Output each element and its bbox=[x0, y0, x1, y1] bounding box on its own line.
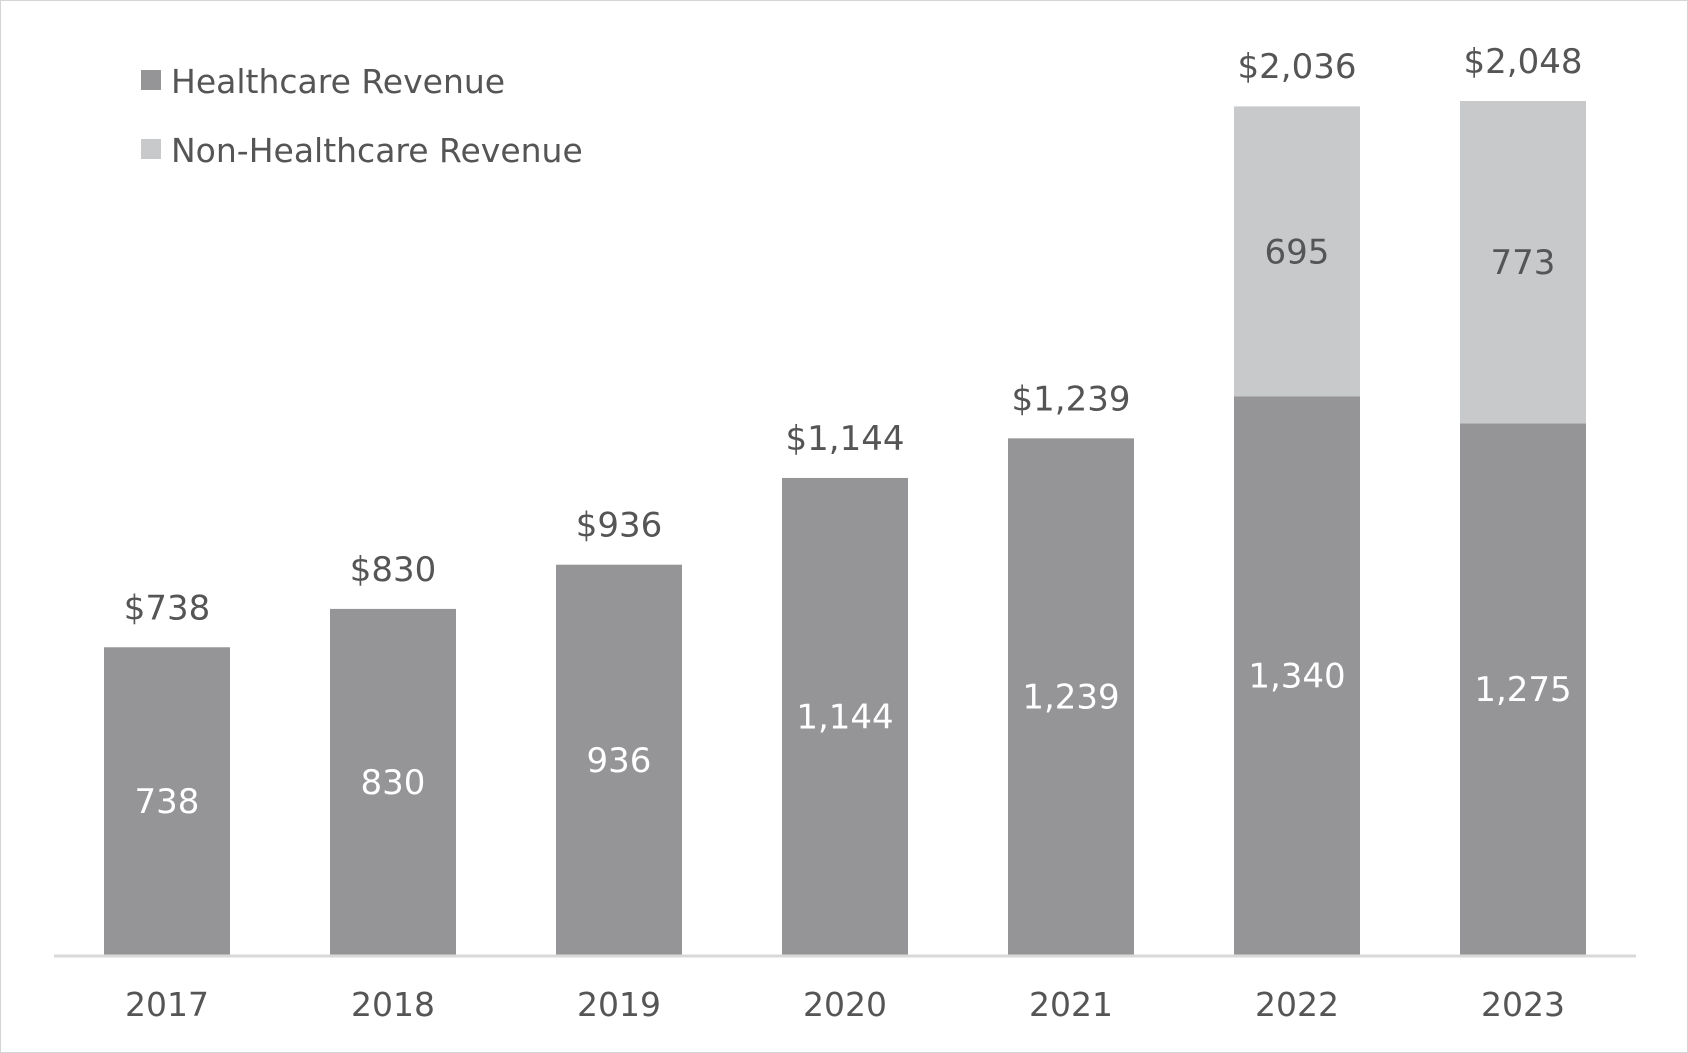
legend-label-healthcare: Healthcare Revenue bbox=[171, 62, 505, 101]
total-label-2018: $830 bbox=[350, 550, 437, 590]
bar-healthcare-2021 bbox=[1008, 438, 1134, 955]
x-axis: 2017 2018 2019 2020 2021 2022 2023 bbox=[54, 954, 1636, 1024]
segment-label-healthcare-2021: 1,239 bbox=[1022, 678, 1119, 718]
segment-label-healthcare-2018: 830 bbox=[361, 763, 426, 803]
bar-healthcare-2019 bbox=[556, 564, 682, 955]
legend-swatch-non-healthcare bbox=[141, 139, 161, 159]
bar-healthcare-2020 bbox=[782, 477, 908, 955]
legend: Healthcare Revenue Non-Healthcare Revenue bbox=[141, 62, 583, 170]
bar-healthcare-2023 bbox=[1460, 423, 1586, 955]
bar-healthcare-2018 bbox=[330, 608, 456, 955]
segment-label-non-healthcare-2023: 773 bbox=[1491, 243, 1556, 283]
x-tick-label-2023: 2023 bbox=[1481, 985, 1565, 1024]
x-tick-label-2022: 2022 bbox=[1255, 985, 1339, 1024]
segment-label-healthcare-2023: 1,275 bbox=[1474, 670, 1571, 710]
bar-non-healthcare-2023 bbox=[1460, 100, 1586, 424]
x-tick-label-2020: 2020 bbox=[803, 985, 887, 1024]
legend-label-non-healthcare: Non-Healthcare Revenue bbox=[171, 131, 583, 170]
total-label-2023: $2,048 bbox=[1464, 42, 1583, 82]
segment-label-healthcare-2017: 738 bbox=[135, 782, 200, 822]
x-tick-label-2018: 2018 bbox=[351, 985, 435, 1024]
bar-healthcare-2022 bbox=[1234, 396, 1360, 955]
segment-label-healthcare-2019: 936 bbox=[587, 741, 652, 781]
bar-non-healthcare-2022 bbox=[1234, 106, 1360, 397]
x-tick-label-2019: 2019 bbox=[577, 985, 661, 1024]
legend-swatch-healthcare bbox=[141, 70, 161, 90]
segment-label-non-healthcare-2022: 695 bbox=[1265, 232, 1330, 272]
bars: 738 $738 830 $830 936 $936 1,144 $1,144 1,239 $1,… bbox=[104, 42, 1586, 955]
x-tick-label-2021: 2021 bbox=[1029, 985, 1113, 1024]
bar-healthcare-2017 bbox=[104, 647, 230, 955]
total-label-2020: $1,144 bbox=[786, 419, 905, 459]
total-label-2019: $936 bbox=[576, 506, 663, 546]
x-tick-label-2017: 2017 bbox=[125, 985, 209, 1024]
total-label-2017: $738 bbox=[124, 588, 211, 628]
segment-label-healthcare-2022: 1,340 bbox=[1248, 657, 1345, 697]
segment-label-healthcare-2020: 1,144 bbox=[796, 697, 893, 737]
total-label-2021: $1,239 bbox=[1012, 379, 1131, 419]
total-label-2022: $2,036 bbox=[1238, 47, 1357, 87]
